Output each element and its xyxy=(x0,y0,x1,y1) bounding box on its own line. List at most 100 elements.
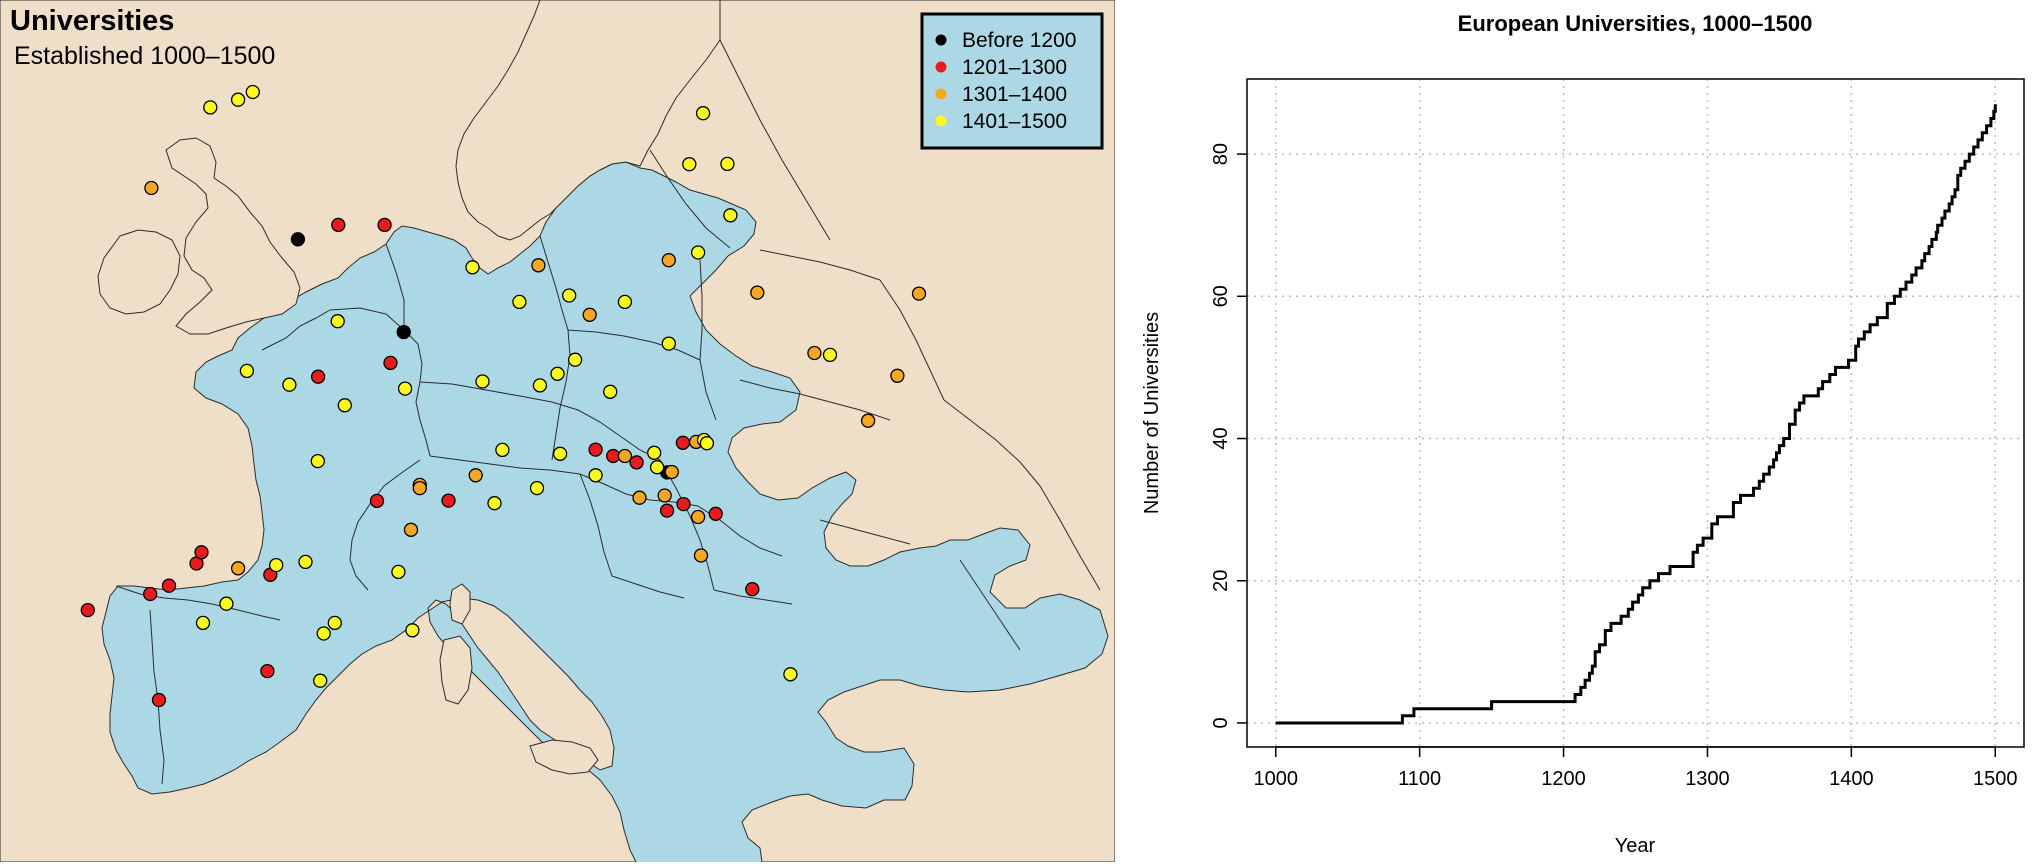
border-line xyxy=(659,459,715,591)
university-dot xyxy=(239,363,255,379)
university-dot xyxy=(632,490,647,505)
university-dot xyxy=(552,446,568,461)
border-line xyxy=(579,473,613,577)
university-dot xyxy=(657,488,672,503)
y-axis-label: Number of Universities xyxy=(1141,312,1163,514)
border-line xyxy=(819,519,911,545)
border-line xyxy=(879,279,945,401)
university-dot xyxy=(391,564,406,580)
university-dot xyxy=(699,436,715,451)
university-dot xyxy=(282,377,297,392)
university-dot xyxy=(531,258,546,273)
university-dot xyxy=(219,596,234,611)
university-dot xyxy=(495,442,510,458)
university-dot xyxy=(562,288,577,303)
university-dot xyxy=(337,398,352,413)
legend-label: 1401–1500 xyxy=(962,110,1067,133)
university-dot xyxy=(661,336,676,351)
land-masses xyxy=(0,0,1116,863)
grid-lines xyxy=(1247,79,2024,747)
x-tick-label: 1300 xyxy=(1685,768,1730,790)
university-dot xyxy=(664,464,679,480)
border-line xyxy=(567,329,701,361)
university-dot xyxy=(529,480,545,496)
university-dot xyxy=(397,381,413,396)
university-dot xyxy=(629,455,644,470)
university-dot xyxy=(550,366,565,381)
y-tick-label: 20 xyxy=(1210,570,1232,592)
chart-title: European Universities, 1000–1500 xyxy=(1458,11,1813,36)
university-dot xyxy=(475,374,490,389)
university-dot xyxy=(194,545,209,560)
university-dot xyxy=(396,324,411,340)
university-dot xyxy=(383,355,398,371)
university-dot xyxy=(412,480,427,496)
university-dot xyxy=(690,509,706,525)
university-dot xyxy=(298,554,313,570)
x-tick-label: 1100 xyxy=(1398,768,1441,790)
university-dot xyxy=(468,468,483,483)
university-dot xyxy=(682,157,697,172)
border-line xyxy=(551,401,661,461)
land-sicily xyxy=(529,739,599,775)
border-line xyxy=(329,307,431,457)
university-dot xyxy=(143,586,158,602)
university-dot xyxy=(377,217,392,233)
border-line xyxy=(719,39,831,241)
university-dot xyxy=(512,294,527,310)
border-line xyxy=(419,381,553,403)
legend-box xyxy=(920,12,1104,150)
border-line xyxy=(699,259,717,421)
university-dot xyxy=(807,345,822,361)
university-dot xyxy=(659,503,675,518)
legend-marker xyxy=(935,115,947,127)
university-dot xyxy=(695,106,711,121)
university-dot xyxy=(693,548,709,563)
university-dot xyxy=(465,260,480,275)
legend-marker xyxy=(935,88,947,100)
border-line xyxy=(739,379,891,421)
land-sardinia xyxy=(439,635,473,705)
map-title: Universities xyxy=(10,5,174,37)
university-dot xyxy=(487,496,502,511)
university-dot xyxy=(369,493,385,509)
university-dot xyxy=(588,468,603,483)
land-northern xyxy=(455,0,721,241)
university-dot xyxy=(649,460,665,475)
university-dot xyxy=(203,100,218,115)
university-dot xyxy=(676,496,691,512)
university-dot xyxy=(588,442,603,457)
university-dot xyxy=(161,578,177,593)
border-line xyxy=(385,243,405,330)
y-axis: 0 20 40 60 80 xyxy=(1210,143,1247,729)
border-line xyxy=(539,235,569,331)
university-dot xyxy=(603,384,618,399)
university-dot xyxy=(230,92,246,107)
university-dot xyxy=(144,180,159,196)
border-line xyxy=(713,589,793,605)
university-dot xyxy=(708,506,723,521)
university-dot xyxy=(783,667,798,682)
border-line xyxy=(943,399,1041,487)
university-dot xyxy=(151,692,167,708)
chart-panel: 1000 1100 1200 1300 1400 1500 0 20 40 60 80 Europ… xyxy=(1115,0,2043,862)
university-dot xyxy=(195,615,211,631)
university-dot xyxy=(567,352,583,367)
university-dot xyxy=(822,347,838,363)
university-dot xyxy=(890,368,905,383)
border-line xyxy=(759,249,881,281)
university-dot xyxy=(720,156,735,172)
land-ireland xyxy=(97,229,181,315)
university-dot xyxy=(532,378,548,393)
university-dot xyxy=(860,413,876,428)
university-dot xyxy=(245,84,260,100)
university-dot xyxy=(745,582,760,597)
university-dot xyxy=(675,435,691,450)
cumulative-chart: 1000 1100 1200 1300 1400 1500 0 20 40 60 80 Europ… xyxy=(1141,11,2025,857)
y-tick-label: 0 xyxy=(1210,717,1232,728)
university-dot xyxy=(405,623,420,638)
plot-frame xyxy=(1246,78,2025,748)
europe-map: Universities Established 1000–1500 Befor… xyxy=(0,0,1116,863)
university-dot xyxy=(617,294,633,310)
border-line xyxy=(261,309,331,351)
